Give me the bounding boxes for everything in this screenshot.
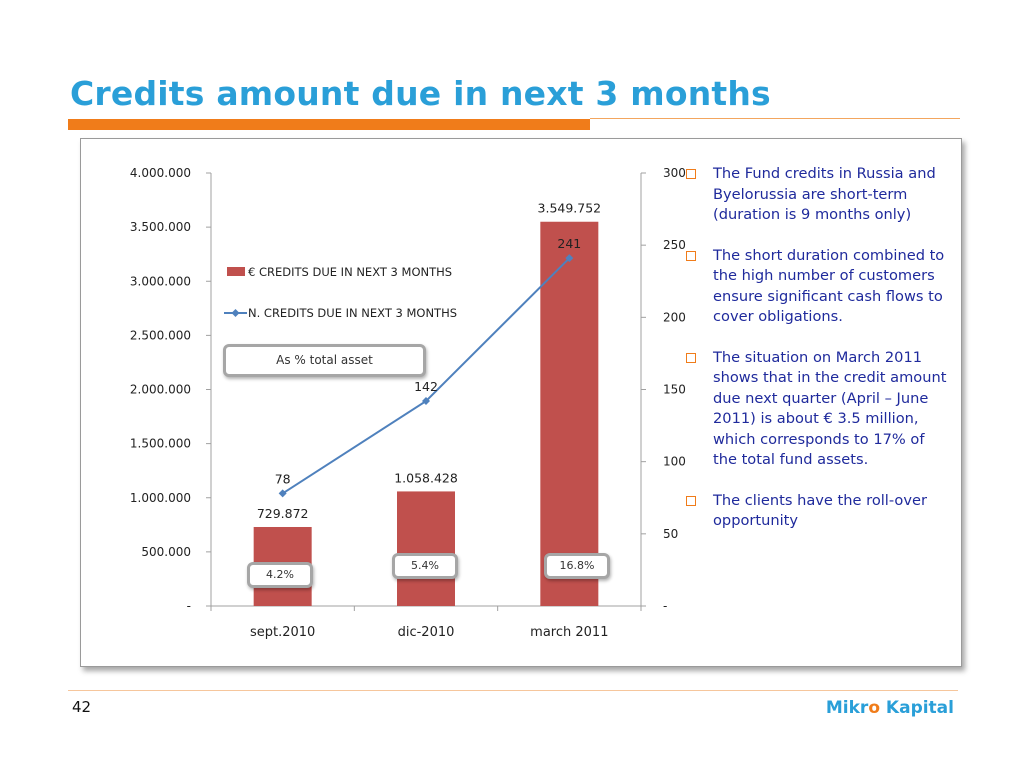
- y-left-tick-label: 500.000: [141, 545, 191, 559]
- y-left-tick-label: 1.000.000: [130, 491, 191, 505]
- slide-title: Credits amount due in next 3 months: [70, 74, 771, 113]
- bullet-item: The short duration combined to the high …: [686, 246, 950, 328]
- y-left-tick-label: 1.500.000: [130, 437, 191, 451]
- brand-part1: Mikr: [825, 698, 869, 718]
- y-left-tick-label: -: [187, 599, 191, 613]
- brand-part2: Kapital: [880, 698, 954, 718]
- title-underline-thin: [590, 118, 960, 119]
- y-right-tick-label: 300: [663, 166, 686, 180]
- x-tick-label: dic-2010: [398, 625, 455, 640]
- chart-frame: - 500.000 1.000.000 1.500.000 2.000.000 2.500…: [80, 138, 962, 667]
- legend-swatch-marker: [231, 309, 240, 317]
- bar: [397, 491, 455, 606]
- y-left-tick-label: 4.000.000: [130, 166, 191, 180]
- y-right-tick-label: 100: [663, 455, 686, 469]
- brand-logo: Mikro Kapital: [826, 698, 954, 718]
- footer-divider: [68, 690, 958, 691]
- y-right-tick-label: 50: [663, 527, 678, 541]
- y-left-tick-label: 3.000.000: [130, 274, 191, 288]
- bar-data-label: 3.549.752: [538, 201, 602, 216]
- percent-box-sept-2010: 4.2%: [247, 562, 313, 588]
- bar: [540, 221, 599, 606]
- square-bullet-icon: [686, 495, 696, 506]
- legend-label-bars: € CREDITS DUE IN NEXT 3 MONTHS: [248, 265, 452, 279]
- line-point: [278, 489, 287, 498]
- y-right-tick-label: -: [663, 599, 667, 613]
- line-data-label: 241: [557, 236, 581, 251]
- bullet-item: The Fund credits in Russia and Byeloruss…: [686, 164, 950, 226]
- x-tick-label: march 2011: [530, 625, 608, 640]
- line-data-label: 142: [414, 379, 438, 394]
- line-data-label: 78: [275, 471, 291, 486]
- y-right-tick-label: 250: [663, 238, 686, 252]
- bullet-text: The clients have the roll-over opportuni…: [713, 491, 927, 530]
- percent-box-march-2011: 16.8%: [544, 553, 610, 579]
- bullet-text: The Fund credits in Russia and Byeloruss…: [713, 165, 936, 223]
- y-right-tick-label: 200: [663, 310, 686, 324]
- bullet-item: The situation on March 2011 shows that i…: [686, 348, 950, 471]
- legend-label-line: N. CREDITS DUE IN NEXT 3 MONTHS: [248, 306, 457, 320]
- square-bullet-icon: [686, 169, 696, 179]
- square-bullet-icon: [686, 250, 696, 261]
- percent-box-dic-2010: 5.4%: [392, 553, 458, 579]
- y-left-tick-label: 2.500.000: [130, 328, 191, 342]
- x-tick-label: sept.2010: [250, 625, 315, 640]
- bar-data-label: 1.058.428: [394, 470, 458, 485]
- line-point: [422, 397, 430, 406]
- legend-swatch-bars: [227, 267, 245, 276]
- y-left-tick-label: 3.500.000: [130, 220, 191, 234]
- bullet-item: The clients have the roll-over opportuni…: [686, 491, 950, 532]
- page-number: 42: [72, 698, 92, 716]
- combo-chart: - 500.000 1.000.000 1.500.000 2.000.000 2.500…: [130, 166, 686, 640]
- bullet-list: The Fund credits in Russia and Byeloruss…: [686, 164, 950, 552]
- y-right-tick-label: 150: [663, 383, 686, 397]
- y-left-tick-label: 2.000.000: [130, 383, 191, 397]
- callout-as-percent-total-asset: As % total asset: [223, 344, 426, 377]
- bullet-text: The short duration combined to the high …: [713, 246, 945, 326]
- brand-accent: o: [868, 698, 880, 718]
- bullet-text: The situation on March 2011 shows that i…: [713, 348, 947, 469]
- square-bullet-icon: [686, 352, 696, 363]
- title-underline-thick: [68, 119, 590, 130]
- line-point: [565, 254, 574, 263]
- bar-data-label: 729.872: [257, 506, 309, 521]
